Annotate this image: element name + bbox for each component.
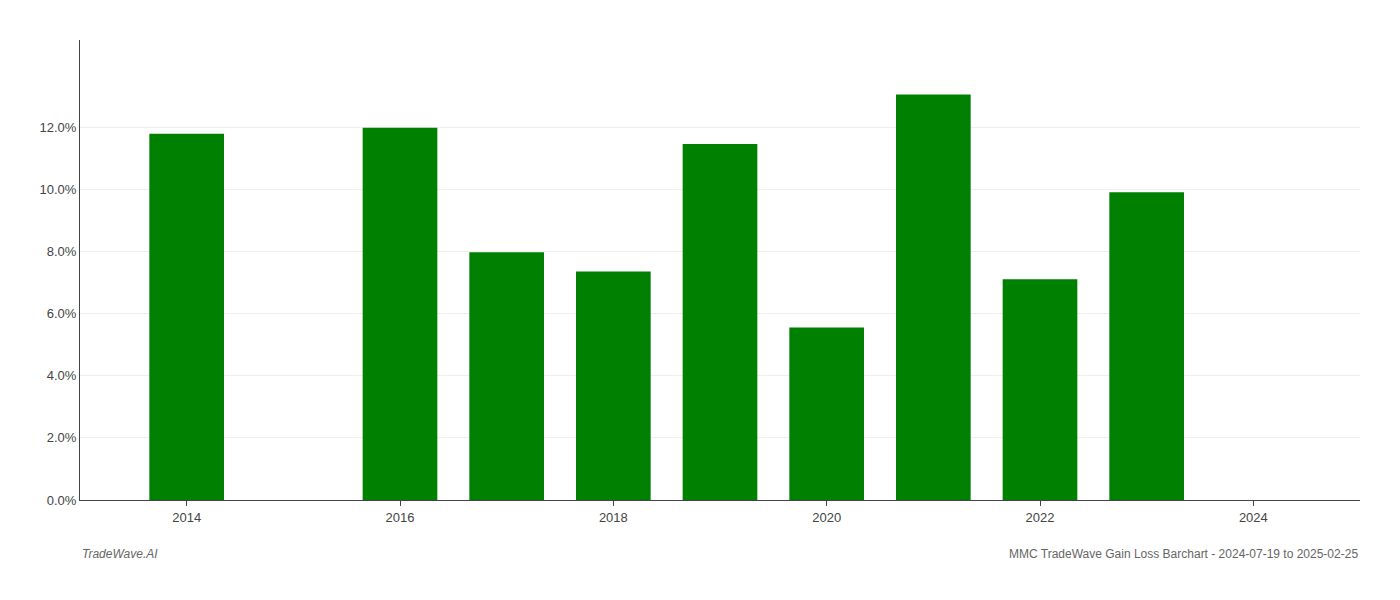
svg-text:TradeWave.AI: TradeWave.AI [82, 547, 158, 561]
svg-text:8.0%: 8.0% [47, 244, 77, 259]
svg-text:2016: 2016 [386, 510, 415, 525]
svg-text:12.0%: 12.0% [40, 120, 77, 135]
svg-text:2022: 2022 [1026, 510, 1055, 525]
svg-text:10.0%: 10.0% [40, 182, 77, 197]
svg-text:0.0%: 0.0% [47, 493, 77, 508]
svg-text:2018: 2018 [599, 510, 628, 525]
svg-text:2024: 2024 [1239, 510, 1268, 525]
svg-text:MMC TradeWave Gain Loss Barcha: MMC TradeWave Gain Loss Barchart - 2024-… [1009, 547, 1358, 561]
svg-text:2.0%: 2.0% [47, 430, 77, 445]
svg-text:6.0%: 6.0% [47, 306, 77, 321]
svg-text:2014: 2014 [172, 510, 201, 525]
svg-text:4.0%: 4.0% [47, 368, 77, 383]
svg-text:2020: 2020 [812, 510, 841, 525]
